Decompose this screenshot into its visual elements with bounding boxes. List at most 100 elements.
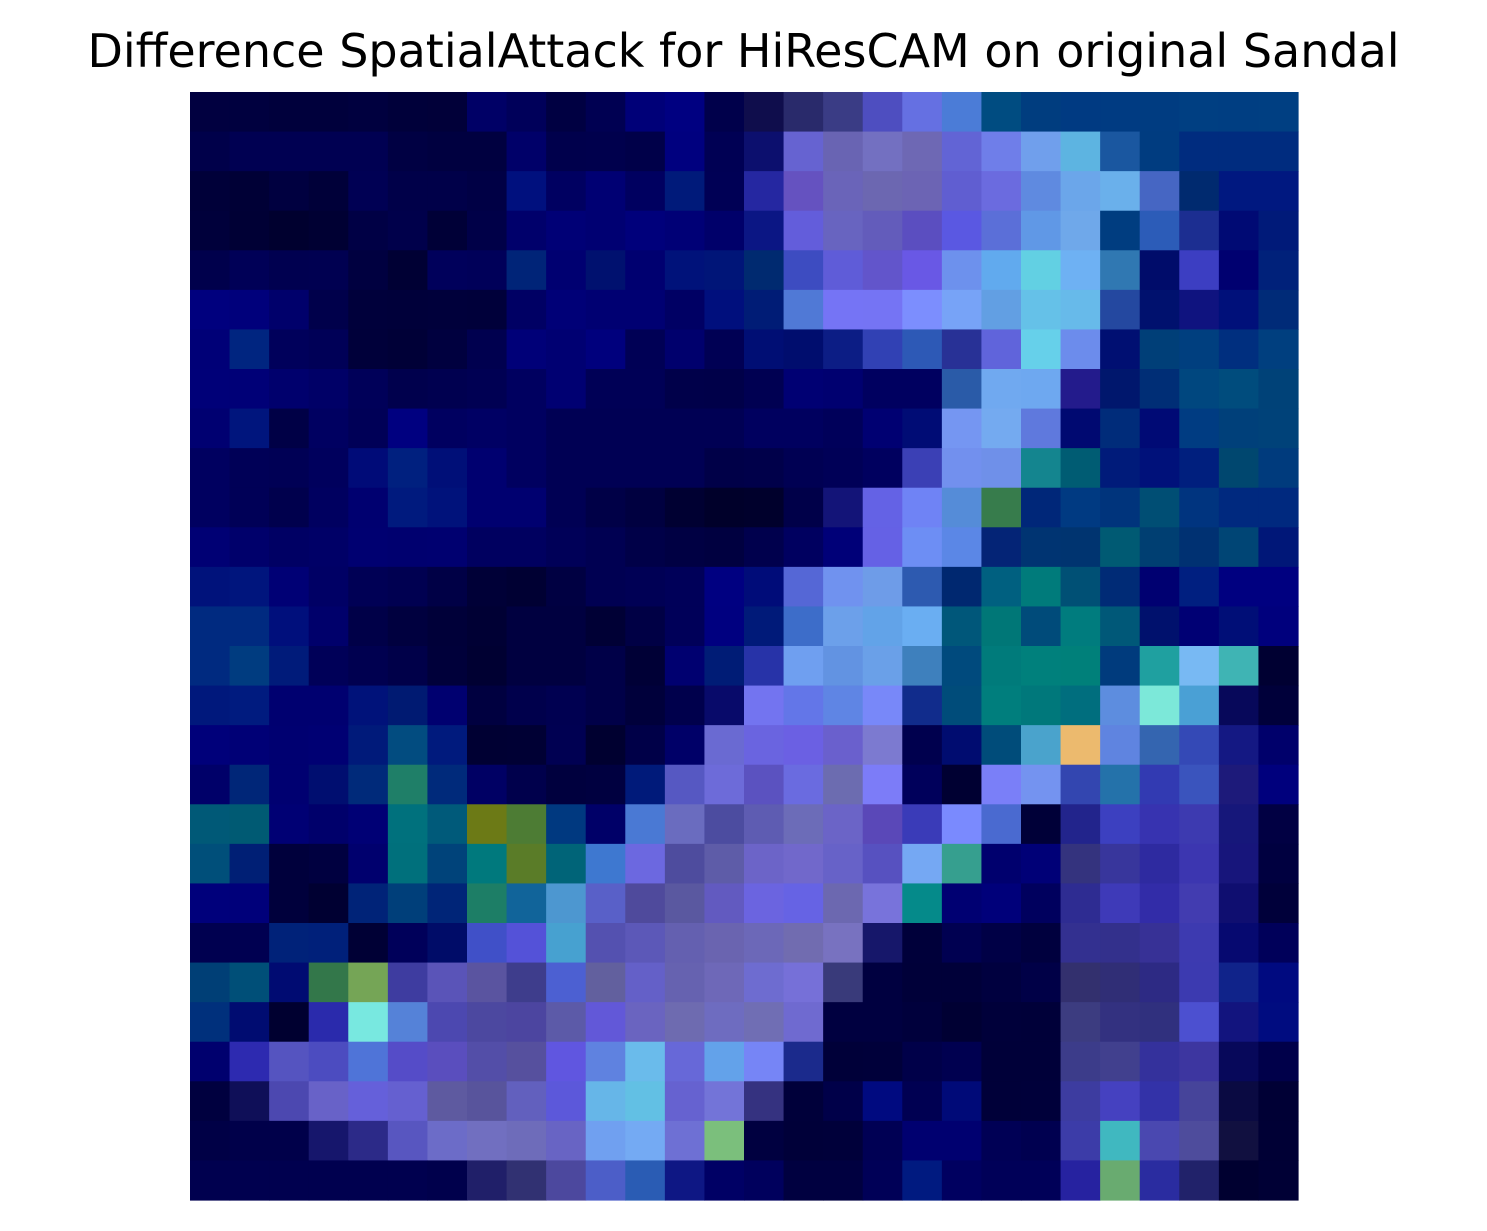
heatmap-cell xyxy=(190,1081,231,1122)
heatmap-cell xyxy=(981,685,1022,726)
heatmap-cell xyxy=(862,92,903,133)
heatmap-cell xyxy=(585,1160,626,1201)
heatmap-cell xyxy=(427,329,468,370)
heatmap-cell xyxy=(1179,685,1220,726)
heatmap-cell xyxy=(783,171,824,212)
heatmap-cell xyxy=(1060,1041,1101,1082)
heatmap-cell xyxy=(744,606,785,647)
heatmap-cell xyxy=(902,725,943,766)
heatmap-cell xyxy=(229,92,270,133)
heatmap-cell xyxy=(427,685,468,726)
heatmap-cell xyxy=(308,725,349,766)
heatmap-cell xyxy=(981,764,1022,805)
heatmap-cell xyxy=(1218,289,1260,331)
heatmap-cell xyxy=(902,883,943,924)
heatmap-cell xyxy=(823,369,864,410)
heatmap-cell xyxy=(269,250,310,291)
heatmap-cell xyxy=(1100,92,1141,133)
heatmap-cell xyxy=(190,289,231,331)
heatmap-cell xyxy=(783,1041,824,1082)
heatmap-cell xyxy=(941,764,983,805)
heatmap-cell xyxy=(1179,566,1220,608)
heatmap-cell xyxy=(625,1081,666,1122)
heatmap-cell xyxy=(664,883,706,924)
heatmap-cell xyxy=(190,329,231,370)
heatmap-cell xyxy=(1258,1002,1299,1043)
heatmap-cell xyxy=(664,329,706,370)
heatmap-cell xyxy=(1139,606,1180,647)
heatmap-cell xyxy=(664,1002,706,1043)
heatmap-cell xyxy=(229,883,270,924)
heatmap-cell xyxy=(704,131,745,172)
heatmap-cell xyxy=(546,804,587,845)
heatmap-cell xyxy=(744,92,785,133)
heatmap-cell xyxy=(664,725,706,766)
heatmap-cell xyxy=(229,1120,270,1162)
heatmap-cell xyxy=(190,764,231,805)
heatmap-cell xyxy=(269,448,310,489)
heatmap-cell xyxy=(467,527,508,568)
heatmap-cell xyxy=(783,962,824,1003)
heatmap-cell xyxy=(862,408,903,449)
heatmap-cell xyxy=(664,962,706,1003)
heatmap-cell xyxy=(1100,527,1141,568)
heatmap-cell xyxy=(862,131,903,172)
heatmap-cell xyxy=(625,566,666,608)
heatmap-cell xyxy=(625,685,666,726)
heatmap-cell xyxy=(783,448,824,489)
heatmap-cell xyxy=(783,329,824,370)
heatmap-cell xyxy=(1179,804,1220,845)
heatmap-cell xyxy=(625,962,666,1003)
heatmap-cell xyxy=(1218,1002,1260,1043)
heatmap-cell xyxy=(387,606,429,647)
heatmap-cell xyxy=(823,883,864,924)
heatmap-cell xyxy=(902,1160,943,1201)
heatmap-cell xyxy=(1139,1002,1180,1043)
heatmap-cell xyxy=(269,764,310,805)
heatmap-cell xyxy=(783,210,824,251)
heatmap-cell xyxy=(1258,448,1299,489)
heatmap-cell xyxy=(823,646,864,687)
heatmap-cell xyxy=(664,1081,706,1122)
heatmap-cell xyxy=(1100,1120,1141,1162)
heatmap-cell xyxy=(467,646,508,687)
heatmap-cell xyxy=(467,1041,508,1082)
heatmap-cell xyxy=(427,843,468,885)
heatmap-cell xyxy=(862,1081,903,1122)
heatmap-cell xyxy=(546,289,587,331)
heatmap-cell xyxy=(229,764,270,805)
heatmap-cell xyxy=(1179,1081,1220,1122)
heatmap-cell xyxy=(1139,171,1180,212)
heatmap-cell xyxy=(625,606,666,647)
heatmap-cell xyxy=(625,210,666,251)
heatmap-cell xyxy=(1218,646,1260,687)
heatmap-cell xyxy=(1218,408,1260,449)
heatmap-cell xyxy=(1100,250,1141,291)
heatmap-cell xyxy=(1021,1002,1062,1043)
heatmap-cell xyxy=(1218,1120,1260,1162)
heatmap-cell xyxy=(1218,1160,1260,1201)
heatmap-cell xyxy=(308,843,349,885)
heatmap-cell xyxy=(387,1160,429,1201)
heatmap-cell xyxy=(427,883,468,924)
heatmap-cell xyxy=(664,1041,706,1082)
heatmap-cell xyxy=(1139,92,1180,133)
heatmap-cell xyxy=(1258,92,1299,133)
heatmap-cell xyxy=(941,843,983,885)
heatmap-cell xyxy=(704,843,745,885)
heatmap-cell xyxy=(1100,685,1141,726)
heatmap-cell xyxy=(823,527,864,568)
heatmap-cell xyxy=(902,171,943,212)
heatmap-cell xyxy=(308,408,349,449)
heatmap-cell xyxy=(1060,962,1101,1003)
heatmap-cell xyxy=(1060,566,1101,608)
heatmap-cell xyxy=(585,289,626,331)
heatmap-cell xyxy=(1060,250,1101,291)
heatmap-cell xyxy=(348,646,389,687)
heatmap-cell xyxy=(269,962,310,1003)
heatmap-cell xyxy=(941,1120,983,1162)
heatmap-cell xyxy=(308,646,349,687)
heatmap-cell xyxy=(823,448,864,489)
heatmap-cell xyxy=(506,329,547,370)
